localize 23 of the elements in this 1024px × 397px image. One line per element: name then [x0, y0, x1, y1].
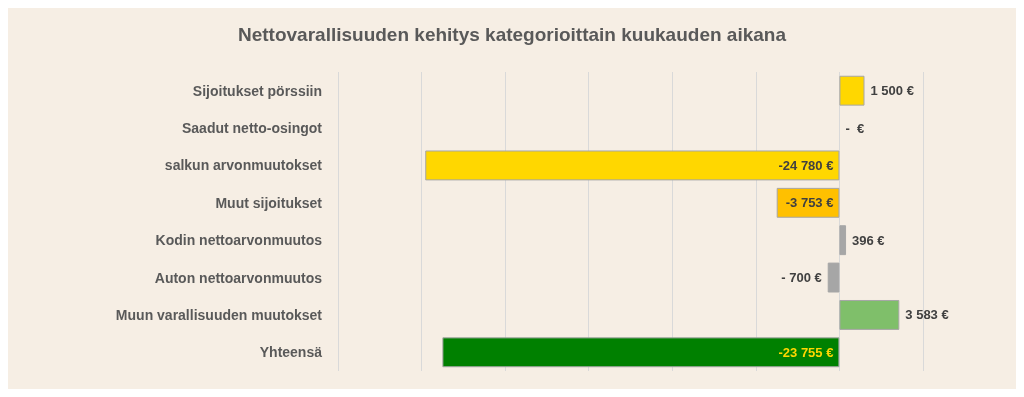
bar — [442, 337, 840, 368]
data-label: -24 780 € — [778, 157, 834, 173]
y-tick-label: Auton nettoarvonmuutos — [154, 269, 323, 286]
y-tick-label: Muun varallisuuden muutokset — [115, 306, 323, 323]
y-tick-label: salkun arvonmuutokset — [164, 157, 323, 174]
data-label: - € — [845, 120, 865, 136]
y-tick-label: Muut sijoitukset — [215, 194, 323, 211]
bar — [839, 299, 900, 330]
data-label: -23 755 € — [778, 344, 834, 360]
y-tick-label: Saadut netto-osingot — [182, 120, 323, 137]
y-tick-label: Sijoitukset pörssiin — [192, 82, 322, 99]
y-tick-label: Kodin nettoarvonmuutos — [155, 232, 323, 249]
data-label: - 700 € — [781, 270, 822, 286]
y-tick-label: Yhteensä — [259, 344, 323, 361]
bar — [425, 150, 840, 181]
data-label: 1 500 € — [870, 83, 914, 99]
data-label: 3 583 € — [905, 307, 949, 323]
data-label: -3 753 € — [785, 195, 834, 211]
bar — [839, 75, 865, 106]
bar — [839, 225, 847, 256]
data-label: 396 € — [852, 232, 885, 248]
bar — [827, 262, 840, 293]
chart-title: Nettovarallisuuden kehitys kategorioittain kuukauden aikana — [238, 24, 787, 45]
